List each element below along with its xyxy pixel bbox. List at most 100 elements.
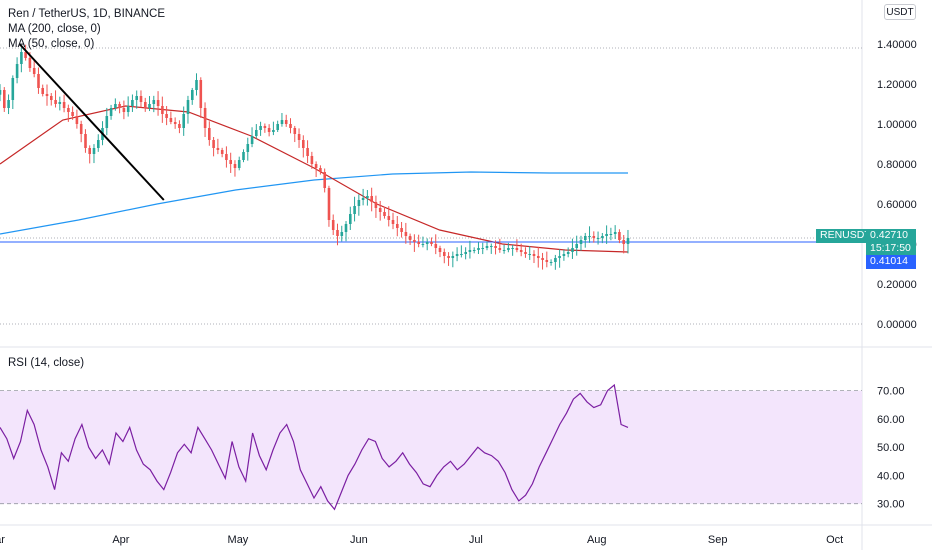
candle-body[interactable]: [349, 214, 352, 224]
candle-body[interactable]: [148, 104, 151, 108]
ma50-legend[interactable]: MA (50, close, 0): [8, 38, 95, 50]
candle-body[interactable]: [178, 124, 181, 128]
candle-body[interactable]: [182, 114, 185, 128]
candle-body[interactable]: [272, 130, 275, 132]
rsi-legend[interactable]: RSI (14, close): [8, 357, 85, 369]
candle-body[interactable]: [592, 236, 596, 238]
candle-body[interactable]: [438, 248, 442, 252]
candle-body[interactable]: [297, 134, 301, 140]
candle-body[interactable]: [233, 164, 237, 168]
candle-body[interactable]: [24, 52, 27, 58]
candle-body[interactable]: [212, 140, 215, 148]
candle-body[interactable]: [400, 228, 403, 232]
candle-body[interactable]: [88, 148, 91, 154]
candle-body[interactable]: [524, 252, 527, 254]
candle-body[interactable]: [566, 252, 570, 254]
candle-body[interactable]: [165, 114, 168, 118]
candle-body[interactable]: [327, 188, 331, 220]
candle-body[interactable]: [310, 156, 314, 164]
candle-body[interactable]: [554, 258, 557, 262]
candle-body[interactable]: [15, 64, 19, 78]
candle-body[interactable]: [609, 234, 613, 235]
candle-body[interactable]: [336, 230, 339, 236]
candle-body[interactable]: [84, 134, 87, 148]
candle-body[interactable]: [144, 102, 147, 108]
candle-body[interactable]: [618, 232, 621, 240]
candle-body[interactable]: [541, 258, 544, 260]
currency-button[interactable]: USDT: [884, 4, 916, 20]
candle-body[interactable]: [378, 208, 382, 212]
candle-body[interactable]: [391, 220, 395, 224]
candle-body[interactable]: [562, 254, 566, 256]
candle-body[interactable]: [54, 100, 57, 104]
candle-body[interactable]: [601, 236, 604, 238]
candle-body[interactable]: [32, 68, 36, 74]
candle-body[interactable]: [191, 90, 194, 100]
candle-body[interactable]: [383, 212, 386, 216]
candle-body[interactable]: [447, 256, 450, 258]
candle-body[interactable]: [250, 136, 254, 144]
candle-body[interactable]: [387, 216, 391, 220]
candle-body[interactable]: [455, 254, 459, 256]
candle-body[interactable]: [263, 126, 267, 128]
candle-body[interactable]: [319, 168, 322, 172]
candle-body[interactable]: [267, 128, 271, 132]
candle-body[interactable]: [464, 252, 467, 254]
candle-body[interactable]: [0, 90, 2, 95]
candle-body[interactable]: [126, 106, 130, 112]
candle-body[interactable]: [575, 244, 578, 248]
candle-body[interactable]: [323, 172, 326, 188]
candle-body[interactable]: [216, 148, 220, 150]
candle-body[interactable]: [626, 238, 630, 244]
candle-body[interactable]: [161, 106, 164, 114]
candle-body[interactable]: [451, 256, 455, 258]
candle-body[interactable]: [579, 240, 583, 244]
candle-body[interactable]: [75, 116, 79, 124]
candle-body[interactable]: [366, 196, 369, 198]
candle-body[interactable]: [490, 246, 493, 247]
candle-body[interactable]: [11, 78, 15, 100]
ma200-legend[interactable]: MA (200, close, 0): [8, 23, 101, 35]
candle-body[interactable]: [519, 250, 523, 252]
candle-body[interactable]: [280, 120, 284, 124]
candle-body[interactable]: [430, 242, 433, 244]
candle-body[interactable]: [255, 130, 258, 136]
candle-body[interactable]: [417, 242, 420, 244]
candle-body[interactable]: [105, 116, 109, 128]
candle-body[interactable]: [276, 124, 279, 130]
candle-body[interactable]: [413, 240, 416, 242]
candle-body[interactable]: [537, 256, 540, 258]
candle-body[interactable]: [498, 248, 502, 250]
candle-body[interactable]: [549, 262, 553, 263]
candle-body[interactable]: [571, 248, 574, 252]
candle-body[interactable]: [50, 96, 53, 100]
candle-body[interactable]: [156, 100, 160, 106]
candle-body[interactable]: [596, 238, 600, 239]
candle-body[interactable]: [114, 104, 117, 108]
candle-body[interactable]: [545, 260, 549, 262]
candle-body[interactable]: [481, 248, 484, 249]
candle-body[interactable]: [434, 244, 438, 248]
candle-body[interactable]: [139, 96, 143, 102]
candle-body[interactable]: [259, 126, 262, 130]
candle-body[interactable]: [92, 148, 96, 154]
rsi-line[interactable]: [0, 383, 629, 511]
candle-body[interactable]: [284, 120, 288, 124]
candle-body[interactable]: [314, 164, 318, 168]
candle-body[interactable]: [58, 102, 62, 104]
candle-body[interactable]: [340, 232, 344, 236]
candle-body[interactable]: [169, 118, 173, 122]
candle-body[interactable]: [421, 244, 425, 245]
candle-body[interactable]: [229, 160, 232, 164]
candle-body[interactable]: [443, 252, 446, 256]
candle-body[interactable]: [584, 236, 587, 240]
candle-body[interactable]: [425, 242, 429, 244]
candle-body[interactable]: [485, 246, 489, 248]
candle-body[interactable]: [613, 232, 617, 234]
candle-body[interactable]: [208, 128, 211, 140]
candle-body[interactable]: [20, 52, 23, 64]
candle-body[interactable]: [293, 128, 297, 134]
candle-body[interactable]: [131, 100, 134, 106]
ma50-line[interactable]: [0, 105, 629, 253]
